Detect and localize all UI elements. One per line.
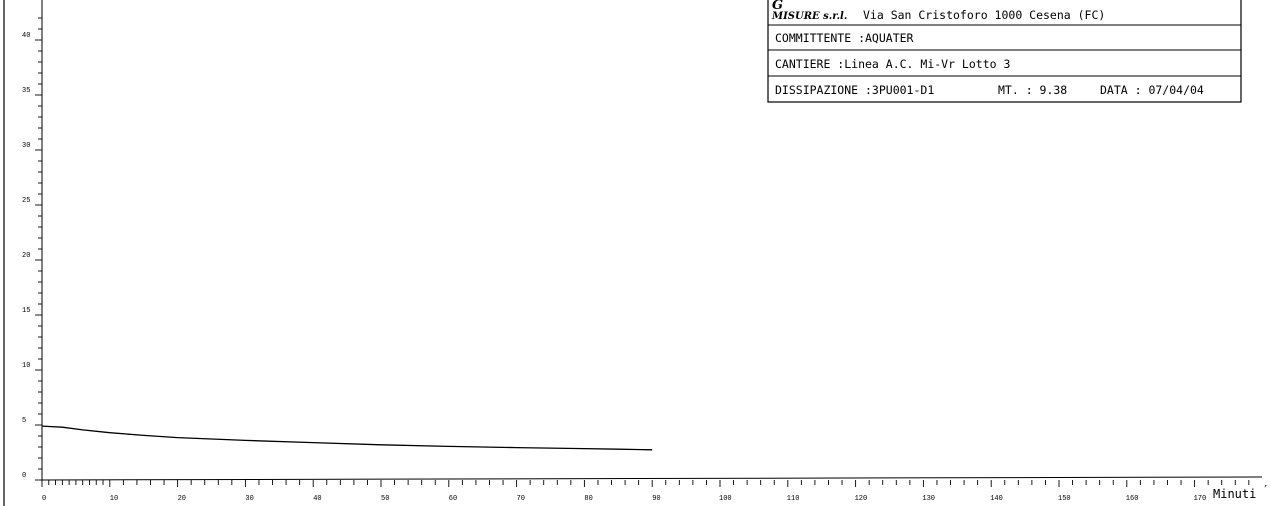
dissipazione-line: DISSIPAZIONE :3PU001-D1 bbox=[775, 83, 934, 97]
x-tick-label: 90 bbox=[652, 495, 660, 503]
x-tick-label: 60 bbox=[449, 495, 457, 503]
y-tick-label: 30 bbox=[22, 142, 30, 150]
logo-g: G bbox=[772, 0, 783, 13]
y-tick-label: 40 bbox=[22, 32, 30, 40]
x-tick-label: 40 bbox=[313, 495, 321, 503]
x-tick-label: 160 bbox=[1126, 495, 1139, 503]
x-tick-label: 70 bbox=[517, 495, 525, 503]
series bbox=[41, 425, 653, 451]
x-tick-label: 30 bbox=[245, 495, 253, 503]
date-value: DATA : 07/04/04 bbox=[1100, 83, 1204, 97]
y-tick-label: 15 bbox=[22, 307, 30, 315]
info-box: G MISURE s.r.l. Via San Cristoforo 1000 … bbox=[767, 0, 1242, 103]
y-tick-label: 20 bbox=[22, 252, 30, 260]
x-tick-label: 150 bbox=[1058, 495, 1071, 503]
x-tick-label: 100 bbox=[719, 495, 732, 503]
axes bbox=[3, 0, 1263, 506]
x-axis-line bbox=[41, 476, 1263, 481]
x-tick-label: 110 bbox=[787, 495, 800, 503]
logo-misure: MISURE s.r.l. bbox=[771, 11, 847, 22]
y-tick-label: 25 bbox=[22, 197, 30, 205]
series-line bbox=[41, 425, 653, 451]
y-tick-label: 10 bbox=[22, 362, 30, 370]
company-address: Via San Cristoforo 1000 Cesena (FC) bbox=[863, 8, 1105, 22]
x-tick-label: 80 bbox=[584, 495, 592, 503]
depth-value: MT. : 9.38 bbox=[998, 83, 1067, 97]
x-tick-label: 20 bbox=[178, 495, 186, 503]
x-tick-label: 140 bbox=[990, 495, 1003, 503]
y-tick-label: 35 bbox=[22, 87, 30, 95]
y-axis-ticks: 0 5 10 15 20 25 30 35 40 bbox=[22, 17, 42, 481]
committente-line: COMMITTENTE :AQUATER bbox=[775, 31, 914, 45]
cantiere-line: CANTIERE :Linea A.C. Mi-Vr Lotto 3 bbox=[775, 57, 1010, 71]
x-tick-label: 10 bbox=[110, 495, 118, 503]
x-tick-label: 170 bbox=[1194, 495, 1207, 503]
y-tick-label: 5 bbox=[22, 417, 26, 425]
x-axis-ticks: 0 10 20 30 40 50 60 70 80 90 100 110 120 130 140 150 160… bbox=[41, 480, 1250, 503]
x-axis-title-tick: ′ bbox=[1262, 483, 1269, 497]
x-axis-title: Minuti bbox=[1213, 487, 1256, 501]
x-tick-label: 0 bbox=[42, 495, 46, 503]
x-tick-label: 50 bbox=[381, 495, 389, 503]
x-tick-label: 120 bbox=[855, 495, 868, 503]
x-tick-label: 130 bbox=[922, 495, 935, 503]
y-tick-label: 0 bbox=[22, 472, 26, 480]
